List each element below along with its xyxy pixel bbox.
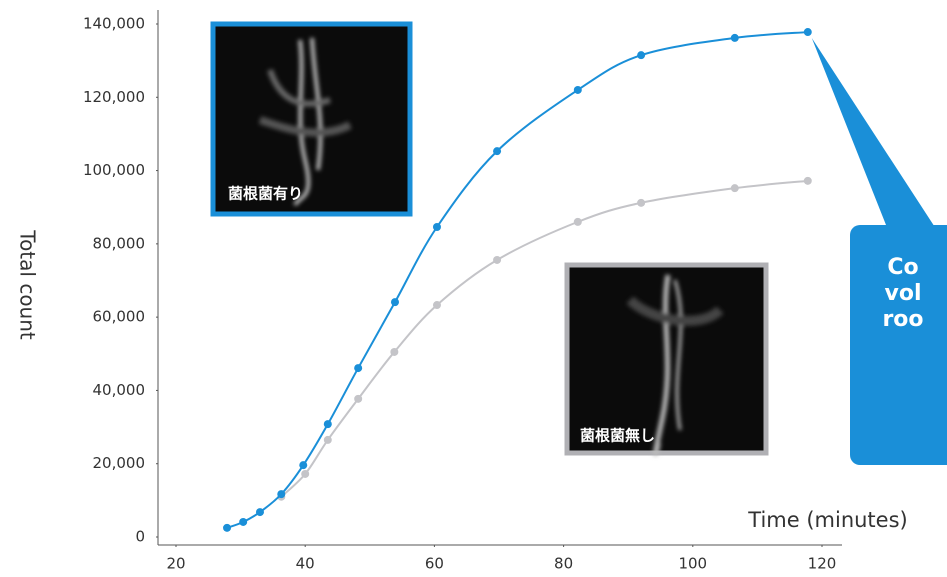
inset-label: 菌根菌有り [228, 185, 303, 203]
x-tick-label: 80 [554, 555, 573, 573]
point [637, 51, 645, 59]
x-tick-label: 20 [166, 555, 185, 573]
callout-text: vol [885, 281, 922, 306]
point [804, 28, 812, 36]
x-axis-label: Time (minutes) [747, 508, 907, 532]
point [493, 256, 501, 264]
callout-text: roo [882, 307, 923, 332]
y-tick-label: 20,000 [93, 454, 146, 472]
inset-label: 菌根菌無し [580, 427, 655, 445]
point [354, 395, 362, 403]
y-tick-label: 100,000 [83, 161, 145, 179]
y-tick-label: 120,000 [83, 88, 145, 106]
point [301, 470, 309, 478]
point [433, 223, 441, 231]
point [731, 184, 739, 192]
point [299, 461, 307, 469]
point [277, 490, 285, 498]
point [731, 34, 739, 42]
point [433, 301, 441, 309]
callout-pointer [812, 38, 940, 235]
point [324, 420, 332, 428]
y-axis-label: Total count [16, 229, 40, 340]
inset-2: 菌根菌無し [567, 265, 766, 453]
point [324, 436, 332, 444]
point [239, 518, 247, 526]
x-tick-label: 40 [296, 555, 315, 573]
chart: Total count Time (minutes) 菌根菌有り 菌根菌無し 0… [0, 0, 947, 577]
point [391, 298, 399, 306]
point [223, 524, 231, 532]
point [354, 364, 362, 372]
y-tick-label: 80,000 [93, 234, 146, 252]
point [256, 508, 264, 516]
y-tick-label: 40,000 [93, 381, 146, 399]
point [574, 218, 582, 226]
inset-1: 菌根菌有り [213, 24, 410, 214]
y-tick-label: 60,000 [93, 308, 146, 326]
point [637, 199, 645, 207]
point [804, 177, 812, 185]
callout-text: Co [887, 255, 918, 280]
x-tick-label: 60 [425, 555, 444, 573]
x-tick-label: 120 [808, 555, 837, 573]
point [574, 86, 582, 94]
x-tick-label: 100 [678, 555, 707, 573]
point [390, 348, 398, 356]
y-tick-label: 140,000 [83, 15, 145, 33]
y-tick-label: 0 [135, 528, 145, 546]
point [493, 147, 501, 155]
